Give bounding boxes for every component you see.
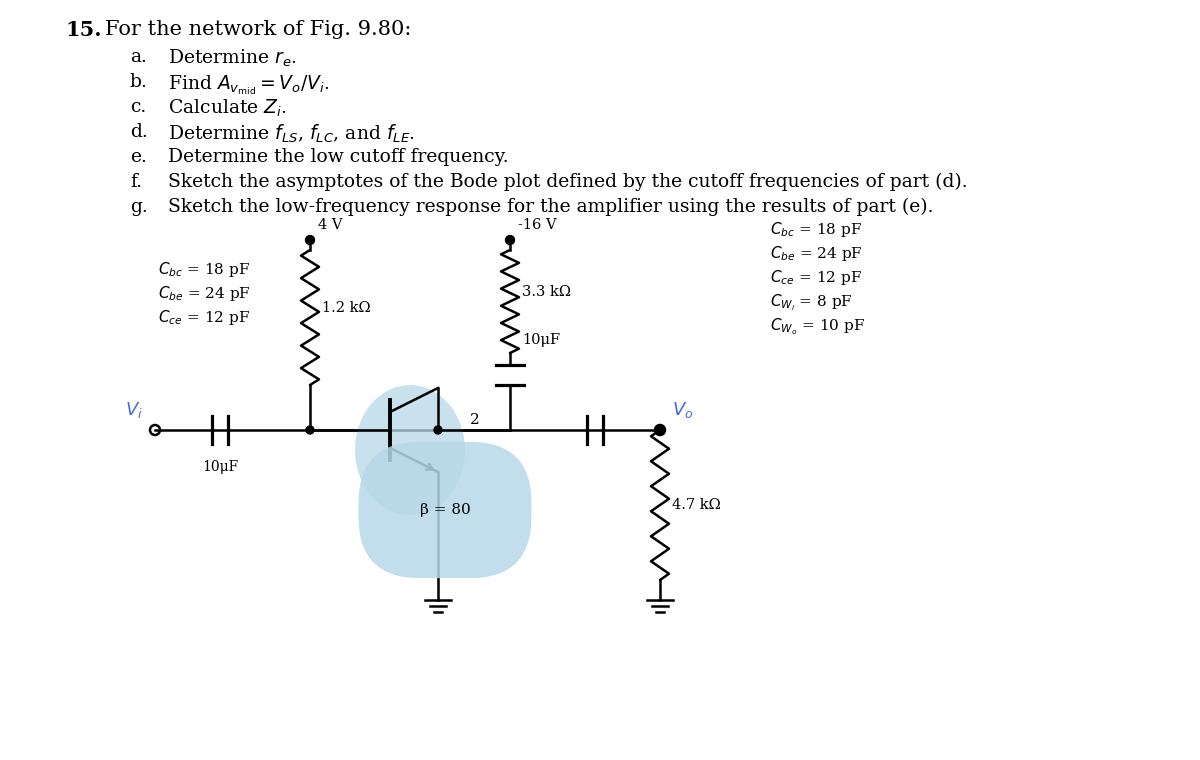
Circle shape [306, 426, 314, 434]
Text: Determine $r_e$.: Determine $r_e$. [168, 48, 298, 69]
Text: $V_o$: $V_o$ [672, 400, 694, 420]
Text: d.: d. [130, 123, 148, 141]
Text: $C_{bc}$ = 18 pF: $C_{bc}$ = 18 pF [158, 260, 250, 279]
Text: a.: a. [130, 48, 146, 66]
Text: e.: e. [130, 148, 146, 166]
Text: Determine $f_{LS}$, $f_{LC}$, and $f_{LE}$.: Determine $f_{LS}$, $f_{LC}$, and $f_{LE… [168, 123, 415, 145]
Text: $C_{W_i}$ = 8 pF: $C_{W_i}$ = 8 pF [770, 292, 853, 312]
Text: $C_{be}$ = 24 pF: $C_{be}$ = 24 pF [770, 244, 863, 263]
Text: $C_{W_o}$ = 10 pF: $C_{W_o}$ = 10 pF [770, 316, 865, 337]
Text: g.: g. [130, 198, 148, 216]
Text: $C_{ce}$ = 12 pF: $C_{ce}$ = 12 pF [770, 268, 862, 287]
Circle shape [434, 426, 442, 434]
Text: β = 80: β = 80 [420, 503, 470, 517]
Text: 10μF: 10μF [202, 460, 238, 474]
Text: Calculate $Z_i$.: Calculate $Z_i$. [168, 98, 287, 119]
Text: b.: b. [130, 73, 148, 91]
Text: For the network of Fig. 9.80:: For the network of Fig. 9.80: [106, 20, 412, 39]
Text: Determine the low cutoff frequency.: Determine the low cutoff frequency. [168, 148, 509, 166]
Text: 4.7 kΩ: 4.7 kΩ [672, 498, 721, 512]
Text: 3.3 kΩ: 3.3 kΩ [522, 284, 571, 299]
Text: Sketch the low-frequency response for the amplifier using the results of part (e: Sketch the low-frequency response for th… [168, 198, 934, 217]
Text: Sketch the asymptotes of the Bode plot defined by the cutoff frequencies of part: Sketch the asymptotes of the Bode plot d… [168, 173, 967, 192]
Text: 15.: 15. [65, 20, 102, 40]
Text: $C_{ce}$ = 12 pF: $C_{ce}$ = 12 pF [158, 308, 250, 327]
Text: -16 V: -16 V [518, 218, 557, 232]
Text: f.: f. [130, 173, 142, 191]
Circle shape [505, 236, 515, 245]
Text: $C_{bc}$ = 18 pF: $C_{bc}$ = 18 pF [770, 220, 862, 239]
Text: $V_i$: $V_i$ [125, 400, 143, 420]
Text: Find $A_{v_\mathrm{mid}} = V_o/V_i$.: Find $A_{v_\mathrm{mid}} = V_o/V_i$. [168, 73, 330, 97]
Ellipse shape [355, 385, 466, 515]
Text: $C_{be}$ = 24 pF: $C_{be}$ = 24 pF [158, 284, 251, 303]
Text: 2: 2 [470, 413, 480, 427]
Text: c.: c. [130, 98, 146, 116]
Circle shape [656, 426, 664, 434]
Text: 1.2 kΩ: 1.2 kΩ [322, 300, 371, 315]
Circle shape [306, 236, 314, 245]
Text: 4 V: 4 V [318, 218, 342, 232]
Text: 10μF: 10μF [522, 333, 560, 347]
